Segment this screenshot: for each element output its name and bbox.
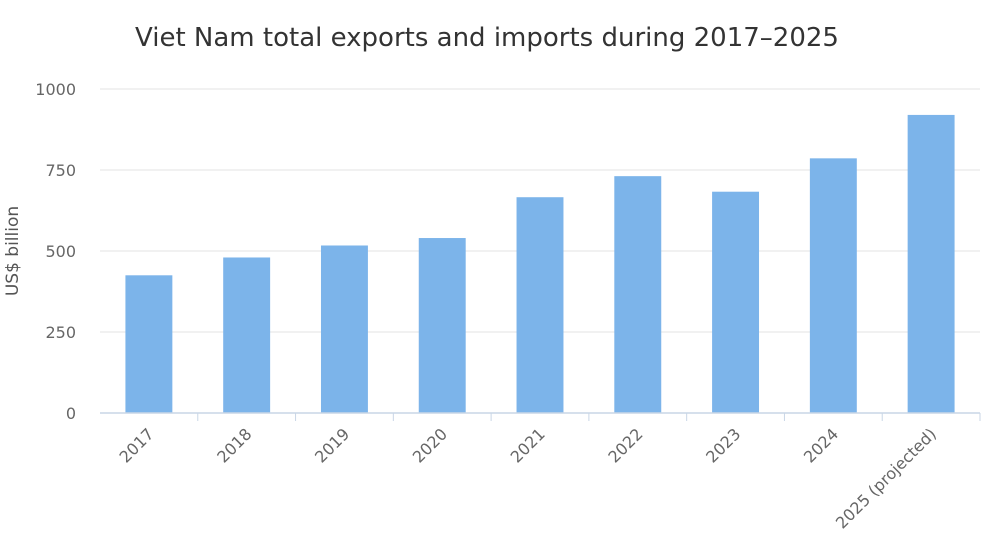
bar-2017	[125, 275, 173, 413]
bar-2025-projected	[907, 114, 955, 414]
bar-2018	[223, 257, 271, 413]
y-tick-label: 1000	[35, 80, 76, 99]
x-tick-label: 2022	[604, 424, 646, 466]
chart-title: Viet Nam total exports and imports durin…	[135, 23, 839, 53]
x-tick-label: 2019	[311, 424, 353, 466]
y-axis-title: US$ billion	[3, 206, 23, 296]
bar-2021	[516, 197, 564, 413]
bar-2023	[712, 191, 760, 413]
y-tick-label: 750	[45, 161, 76, 180]
x-tick-label: 2017	[115, 424, 157, 466]
x-tick-label: 2021	[507, 424, 549, 466]
y-tick-label: 500	[45, 242, 76, 261]
bars	[125, 114, 955, 414]
x-tick-label: 2020	[409, 424, 451, 466]
y-tick-label: 250	[45, 323, 76, 342]
x-tick-label: 2023	[702, 424, 744, 466]
bar-2019	[320, 245, 368, 413]
bar-2024	[809, 158, 857, 413]
x-tick-label: 2018	[213, 424, 255, 466]
x-tick-label: 2025 (projected)	[832, 424, 940, 532]
bar-2020	[418, 238, 466, 413]
y-tick-label: 0	[66, 404, 76, 423]
x-tick-label: 2024	[800, 424, 842, 466]
bar-2022	[614, 176, 662, 413]
